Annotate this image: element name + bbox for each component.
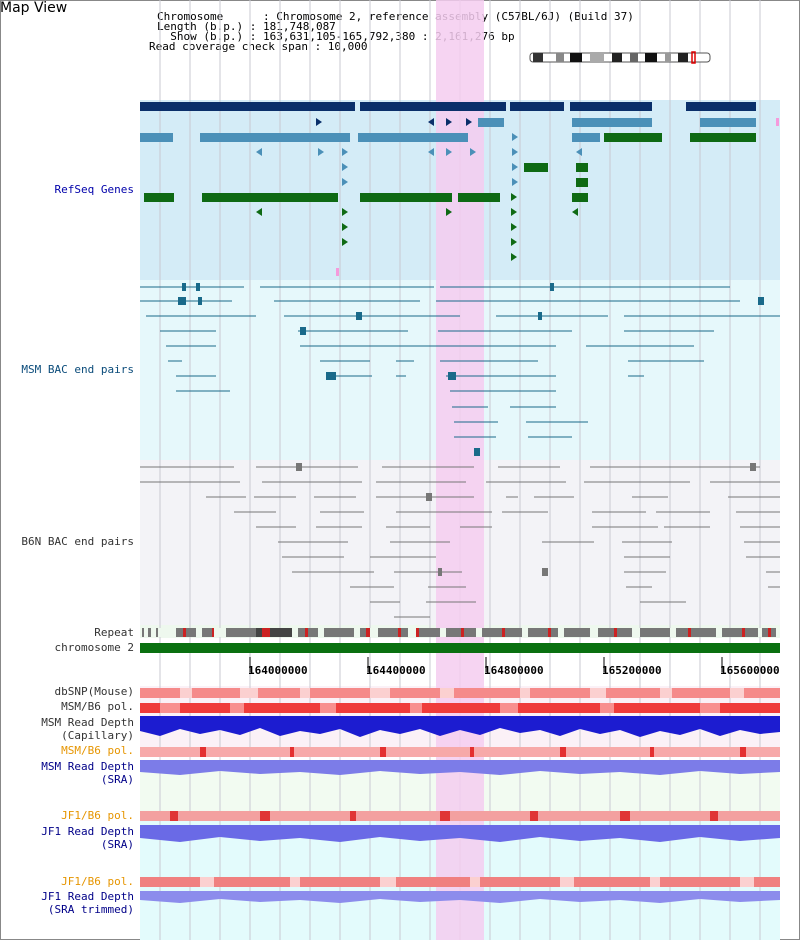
selected-region-highlight[interactable] [436,0,484,940]
b6n-bac-track-label[interactable]: B6N BAC end pairs [21,535,134,548]
dbsnp-heatmap[interactable] [140,688,780,698]
axis-tick-label: 165600000 [720,664,780,677]
length-info: Length (b.p.) : 181,748,087 [157,20,336,33]
repeat-features[interactable] [140,628,780,637]
jf1-trim-depth-label-2: (SRA trimmed) [47,903,134,916]
msm-cap-depth-label-1[interactable]: MSM Read Depth [41,716,134,729]
axis-tick-label: 164400000 [366,664,426,677]
msm-b6-pol-label-2[interactable]: MSM/B6 pol. [61,744,134,757]
coverage-span-info: Read coverage check span : 10,000 [149,40,368,53]
msm-b6-pol-heatmap-2[interactable] [140,747,780,757]
axis-tick-label: 165200000 [602,664,662,677]
ideogram-position-marker [691,51,696,64]
axis-tick-label: 164800000 [484,664,544,677]
msm-b6-pol-label-1[interactable]: MSM/B6 pol. [61,700,134,713]
msm-bac-pairs[interactable] [140,286,780,438]
b6n-bac-end-markers [296,463,756,576]
jf1-b6-pol-heatmap-1[interactable] [140,811,780,821]
chromosome-ideogram[interactable] [529,51,711,64]
jf1-sra-depth-label-1[interactable]: JF1 Read Depth [41,825,134,838]
jf1-trimmed-depth-plot[interactable] [140,891,780,903]
map-view-title: Map View [0,0,68,16]
msm-b6-pol-heatmap-1[interactable] [140,703,780,713]
jf1-trim-depth-label-1[interactable]: JF1 Read Depth [41,890,134,903]
jf1-b6-pol-label-1[interactable]: JF1/B6 pol. [61,809,134,822]
jf1-b6-pol-label-2[interactable]: JF1/B6 pol. [61,875,134,888]
chromosome-bar [140,643,780,653]
dbsnp-track-label[interactable]: dbSNP(Mouse) [54,685,134,698]
msm-bac-track-label[interactable]: MSM BAC end pairs [21,363,134,376]
jf1-sra-depth-label-2: (SRA) [100,838,134,851]
b6n-bac-pairs[interactable] [140,466,780,618]
coordinate-axis [249,657,723,672]
msm-capillary-depth-plot[interactable] [140,716,780,737]
msm-cap-depth-label-2: (Capillary) [61,729,134,742]
msm-bac-end-markers [178,283,764,456]
jf1-b6-pol-heatmap-2[interactable] [140,877,780,887]
axis-tick-label: 164000000 [248,664,308,677]
msm-sra-depth-label-1[interactable]: MSM Read Depth [41,760,134,773]
repeat-track-label[interactable]: Repeat [94,626,134,639]
msm-sra-depth-label-2: (SRA) [100,773,134,786]
refseq-track-label[interactable]: RefSeq Genes [54,183,134,196]
jf1-sra-depth-plot[interactable] [140,825,780,842]
vertical-gridlines [159,0,761,940]
msm-sra-depth-plot[interactable] [140,760,780,775]
refseq-gene-features[interactable] [140,102,779,276]
chromosome-track-label: chromosome 2 [54,641,134,654]
